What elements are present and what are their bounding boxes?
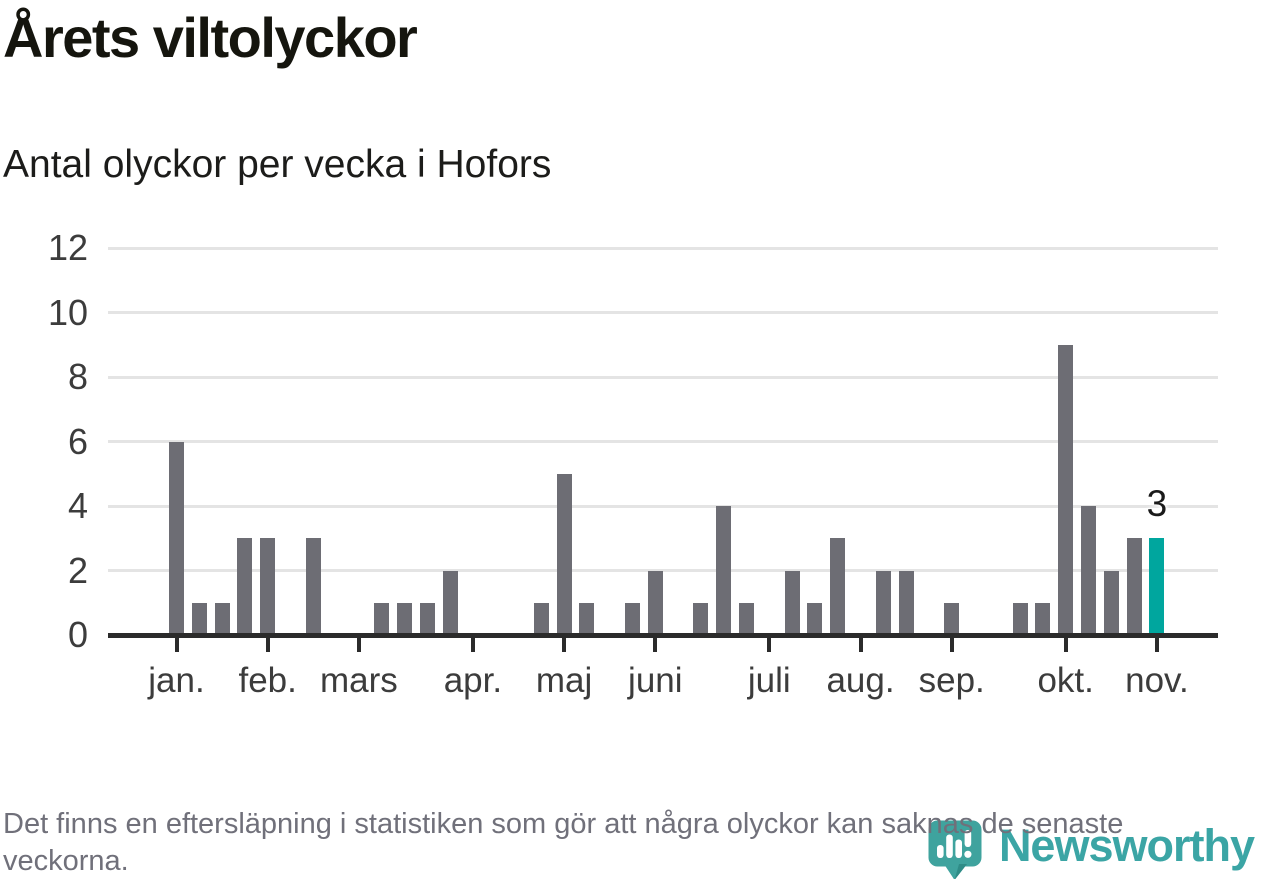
x-axis-tick-apr [470,636,475,652]
gridline-y-8 [108,375,1218,379]
bar-week-18 [556,473,572,636]
speech-bubble-bar-chart-icon [928,820,982,879]
bar-week-28 [784,570,800,635]
newsworthy-logo: Newsworthy [927,819,1255,879]
y-axis-tick-label: 6 [67,420,88,462]
bar-week-24 [693,602,709,636]
bar-week-19 [579,602,595,636]
bar-week-22 [647,570,663,635]
bar-week-11 [397,602,412,636]
newsworthy-brand-name: Newsworthy [998,820,1255,871]
gridline-y-12 [108,246,1218,250]
x-axis-tick-label-nov: nov. [1125,661,1189,700]
gridline-y-10 [108,311,1218,314]
bar-week-29 [807,602,823,636]
x-axis-tick-juni [653,636,658,652]
bar-week-5 [260,538,276,636]
bar-week-17 [533,602,549,636]
bar-week-32 [875,570,891,635]
y-axis-tick-label: 8 [67,356,88,397]
y-axis-tick-label: 2 [67,549,88,591]
bar-week-7 [305,538,321,636]
bar-week-30 [830,538,846,636]
bar-week-33 [898,570,914,635]
bar-value-label: 3 [1146,483,1168,524]
y-axis-tick-label: 4 [67,485,88,526]
x-axis-tick-juli [767,636,772,652]
bar-week-21 [625,602,640,636]
bar-week-42 [1103,570,1119,635]
x-axis-tick-okt [1063,636,1068,652]
x-axis-tick-label-juli: juli [747,661,791,700]
bar-week-41 [1081,506,1096,635]
x-axis-tick-label-okt: okt. [1037,661,1094,700]
x-axis-line [108,633,1218,638]
x-axis-tick-label-juni: juni [628,661,683,700]
x-axis-tick-jan [174,636,179,652]
bar-week-38 [1012,602,1028,636]
bar-week-44 [1149,538,1165,636]
bar-week-4 [237,538,253,636]
bar-week-40 [1058,344,1074,636]
bar-week-13 [442,570,458,635]
x-axis-tick-label-maj: maj [535,661,593,700]
x-axis-tick-aug [858,636,863,652]
bar-week-43 [1126,538,1142,636]
bar-week-10 [374,602,390,636]
bar-week-2 [191,602,207,636]
x-axis-tick-sep [949,636,954,652]
x-axis-tick-label-aug: aug. [826,661,895,700]
x-axis-tick-label-mars: mars [320,661,398,700]
bar-week-12 [419,602,435,636]
x-axis-tick-feb [265,636,270,652]
bar-week-3 [214,602,230,636]
chart-subtitle: Antal olyckor per vecka i Hofors [3,143,552,186]
x-axis-tick-label-sep: sep. [918,661,985,700]
bar-week-39 [1035,602,1051,636]
gridline-y-4 [108,504,1218,508]
x-axis-tick-label-jan: jan. [148,661,205,700]
bar-week-1 [169,441,184,635]
chart-title: Årets viltolyckor [3,6,418,69]
gridline-y-6 [108,440,1218,443]
x-axis-tick-label-apr: apr. [443,661,503,700]
bar-week-26 [739,602,754,636]
x-axis-tick-maj [562,636,567,652]
x-axis-tick-nov [1154,636,1159,652]
x-axis-tick-label-feb: feb. [238,661,297,700]
bar-week-25 [716,506,732,635]
y-axis-tick-label: 12 [47,227,88,268]
bar-week-35 [944,602,960,636]
y-axis-tick-label: 10 [47,291,88,333]
gridline-y-2 [108,569,1218,572]
bar-chart: 0 2 4 6 8 10 12 jan. feb. mars apr. maj juni juli aug.… [47,227,1218,700]
x-axis-tick-mars [356,636,361,652]
footnote-text: Det finns en eftersläpning i statistiken… [3,808,1124,877]
y-axis-tick-label: 0 [67,614,88,655]
